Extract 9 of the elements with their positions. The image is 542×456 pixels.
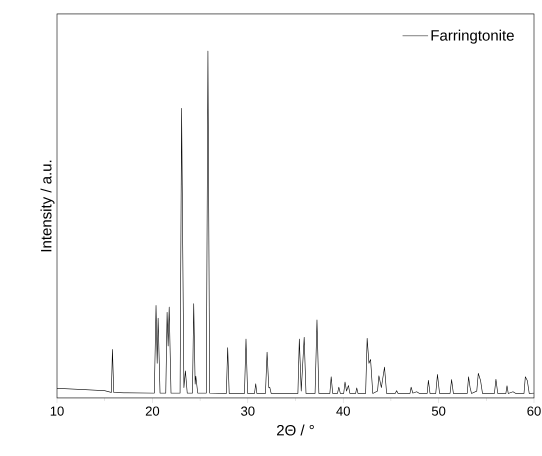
x-tick-label: 40: [336, 406, 350, 416]
x-tick-label: 20: [146, 406, 160, 416]
x-tick-label: 60: [527, 406, 541, 416]
x-axis-title: 2Θ / °: [277, 424, 314, 436]
x-tick-label: 50: [432, 406, 446, 416]
x-tick-label: 30: [241, 406, 255, 416]
legend-label: Farringtonite: [432, 30, 514, 44]
x-tick-label: 10: [50, 406, 64, 416]
y-axis-title: Intensity / a.u.: [40, 160, 54, 252]
